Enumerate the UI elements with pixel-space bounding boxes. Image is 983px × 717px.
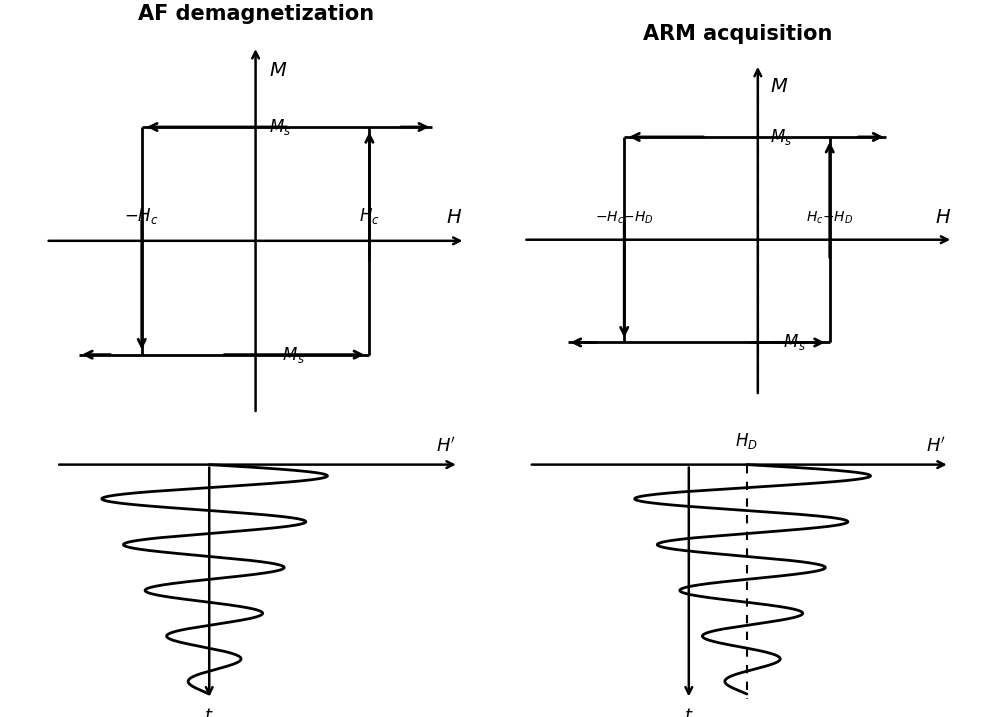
Text: $t$: $t$	[204, 707, 214, 717]
Text: $-M_s$: $-M_s$	[269, 345, 306, 365]
Text: $H'$: $H'$	[926, 437, 946, 455]
Text: $H_c$: $H_c$	[359, 206, 379, 226]
Text: $M_s$: $M_s$	[269, 117, 291, 137]
Text: $-H_c{-}H_D$: $-H_c{-}H_D$	[595, 210, 654, 227]
Text: $M$: $M$	[269, 60, 288, 80]
Text: ARM acquisition: ARM acquisition	[643, 24, 832, 44]
Text: $H_c{-}H_D$: $H_c{-}H_D$	[806, 210, 853, 227]
Text: $t$: $t$	[684, 707, 694, 717]
Text: $-H_c$: $-H_c$	[125, 206, 159, 226]
Text: $H$: $H$	[935, 209, 951, 227]
Text: $-M_s$: $-M_s$	[770, 333, 806, 353]
Text: $H'$: $H'$	[435, 437, 456, 455]
Text: $M$: $M$	[770, 77, 788, 96]
Text: AF demagnetization: AF demagnetization	[138, 4, 374, 24]
Text: $M_s$: $M_s$	[770, 127, 792, 147]
Text: $H_D$: $H_D$	[735, 431, 759, 451]
Text: $H$: $H$	[446, 208, 463, 227]
